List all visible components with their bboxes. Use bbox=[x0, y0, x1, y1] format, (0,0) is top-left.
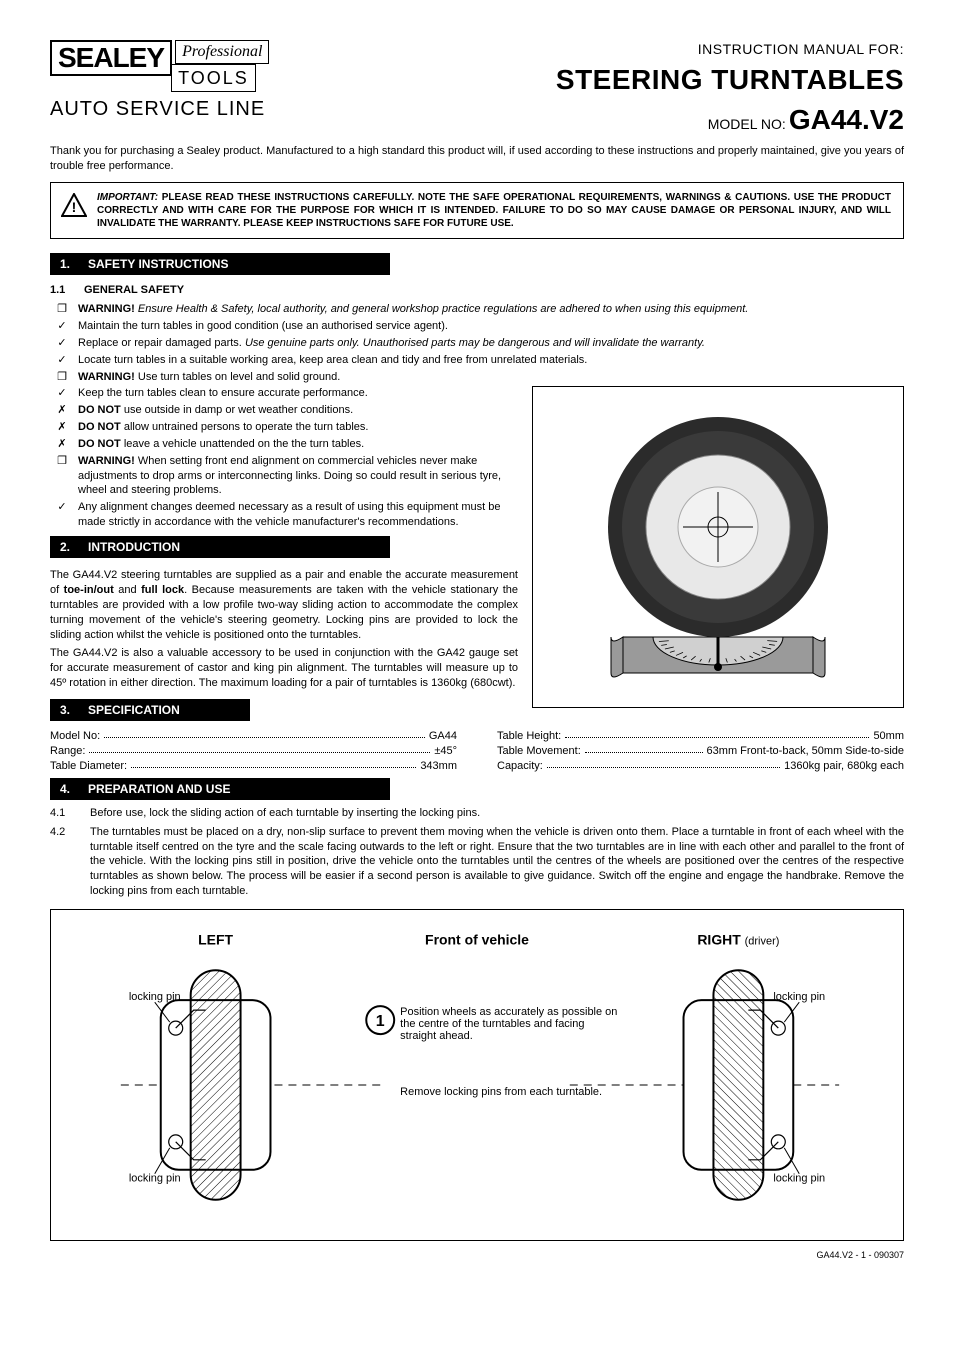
brand-logo: SEALEY Professional TOOLS AUTO SERVICE L… bbox=[50, 40, 269, 123]
brand-tag-pro: Professional bbox=[175, 40, 269, 64]
section-3-bar: 3.SPECIFICATION bbox=[50, 699, 250, 721]
bullet-mark: ✗ bbox=[54, 403, 70, 418]
spec-value: 1360kg pair, 680kg each bbox=[784, 759, 904, 774]
important-text: PLEASE READ THESE INSTRUCTIONS CAREFULLY… bbox=[97, 192, 891, 229]
prep-text: Before use, lock the sliding action of e… bbox=[90, 806, 904, 821]
spec-label: Table Diameter: bbox=[50, 759, 127, 774]
bullet-mark: ✓ bbox=[54, 386, 70, 401]
model-label: MODEL NO: bbox=[708, 116, 786, 132]
svg-text:Front of vehicle: Front of vehicle bbox=[425, 931, 529, 947]
spec-label: Capacity: bbox=[497, 759, 543, 774]
safety-item: ✓Locate turn tables in a suitable workin… bbox=[50, 353, 904, 368]
safety-item: ✗DO NOT leave a vehicle unattended on th… bbox=[50, 437, 518, 452]
section-4-bar: 4.PREPARATION AND USE bbox=[50, 778, 390, 800]
svg-text:locking pin: locking pin bbox=[129, 1173, 181, 1185]
svg-text:locking pin: locking pin bbox=[129, 991, 181, 1003]
spec-row: Capacity: 1360kg pair, 680kg each bbox=[497, 759, 904, 774]
bullet-mark: ✓ bbox=[54, 500, 70, 515]
diagram-instr-1: Position wheels as accurately as possibl… bbox=[400, 1006, 619, 1042]
svg-text:locking pin: locking pin bbox=[773, 991, 825, 1003]
bullet-mark: ❐ bbox=[54, 302, 70, 317]
title-block: INSTRUCTION MANUAL FOR: STEERING TURNTAB… bbox=[269, 40, 904, 138]
diagram-instr-2: Remove locking pins from each turntable. bbox=[400, 1086, 619, 1098]
safety-subhead: 1.1GENERAL SAFETY bbox=[50, 283, 904, 298]
safety-list-top: ❐WARNING! Ensure Health & Safety, local … bbox=[50, 302, 904, 384]
safety-item: ✗DO NOT use outside in damp or wet weath… bbox=[50, 403, 518, 418]
intro-paragraph: Thank you for purchasing a Sealey produc… bbox=[50, 144, 904, 174]
bullet-mark: ✗ bbox=[54, 420, 70, 435]
setup-diagram: 1 LEFT Front of vehicle RIGHT (driver) l… bbox=[50, 909, 904, 1241]
spec-value: 50mm bbox=[873, 729, 904, 744]
bullet-mark: ✓ bbox=[54, 353, 70, 368]
intro-p2: The GA44.V2 is also a valuable accessory… bbox=[50, 646, 518, 691]
product-image-box bbox=[532, 386, 904, 708]
right-turntable-icon bbox=[684, 970, 794, 1199]
prep-item: 4.1Before use, lock the sliding action o… bbox=[50, 806, 904, 821]
title-sup: INSTRUCTION MANUAL FOR: bbox=[269, 40, 904, 59]
safety-item: ✓Keep the turn tables clean to ensure ac… bbox=[50, 386, 518, 401]
brand-subline: AUTO SERVICE LINE bbox=[50, 96, 269, 123]
section-2-bar: 2.INTRODUCTION bbox=[50, 536, 390, 558]
spec-value: 343mm bbox=[420, 759, 457, 774]
safety-item: ❐WARNING! Ensure Health & Safety, local … bbox=[50, 302, 904, 317]
product-image bbox=[533, 387, 903, 707]
spec-value: ±45° bbox=[434, 744, 457, 759]
left-turntable-icon bbox=[161, 970, 271, 1199]
warning-icon: ! bbox=[61, 193, 87, 217]
safety-item: ✓Replace or repair damaged parts. Use ge… bbox=[50, 336, 904, 351]
spec-table: Model No:GA44Range:±45°Table Diameter:34… bbox=[50, 729, 904, 774]
brand-tag-tools: TOOLS bbox=[171, 64, 256, 92]
safety-item: ✓Maintain the turn tables in good condit… bbox=[50, 319, 904, 334]
safety-item: ❐WARNING! When setting front end alignme… bbox=[50, 454, 518, 499]
section-1-bar: 1.SAFETY INSTRUCTIONS bbox=[50, 253, 390, 275]
intro-p1: The GA44.V2 steering turntables are supp… bbox=[50, 568, 518, 642]
svg-text:LEFT: LEFT bbox=[198, 931, 233, 947]
svg-text:RIGHT (driver): RIGHT (driver) bbox=[697, 931, 779, 947]
important-lead: IMPORTANT: bbox=[97, 192, 158, 203]
bullet-mark: ❐ bbox=[54, 454, 70, 469]
safety-list-lower: ✓Keep the turn tables clean to ensure ac… bbox=[50, 386, 518, 530]
spec-value: GA44 bbox=[429, 729, 457, 744]
prep-item: 4.2The turntables must be placed on a dr… bbox=[50, 825, 904, 899]
page-title: STEERING TURNTABLES bbox=[269, 61, 904, 99]
brand-name: SEALEY bbox=[50, 40, 172, 76]
svg-text:!: ! bbox=[72, 199, 77, 215]
prep-number: 4.2 bbox=[50, 825, 90, 899]
spec-label: Range: bbox=[50, 744, 85, 759]
prep-text: The turntables must be placed on a dry, … bbox=[90, 825, 904, 899]
bullet-mark: ✓ bbox=[54, 336, 70, 351]
safety-item: ✓Any alignment changes deemed necessary … bbox=[50, 500, 518, 530]
bullet-mark: ❐ bbox=[54, 370, 70, 385]
important-notice: ! IMPORTANT: PLEASE READ THESE INSTRUCTI… bbox=[50, 182, 904, 239]
header: SEALEY Professional TOOLS AUTO SERVICE L… bbox=[50, 40, 904, 138]
page-footer: GA44.V2 - 1 - 090307 bbox=[50, 1249, 904, 1261]
spec-row: Table Diameter: 343mm bbox=[50, 759, 457, 774]
bullet-mark: ✗ bbox=[54, 437, 70, 452]
spec-label: Table Height: bbox=[497, 729, 561, 744]
step-number: 1 bbox=[376, 1013, 385, 1030]
model-number: GA44.V2 bbox=[789, 104, 904, 135]
svg-text:locking pin: locking pin bbox=[773, 1173, 825, 1185]
preparation-list: 4.1Before use, lock the sliding action o… bbox=[50, 806, 904, 899]
safety-item: ✗DO NOT allow untrained persons to opera… bbox=[50, 420, 518, 435]
prep-number: 4.1 bbox=[50, 806, 90, 821]
safety-item: ❐WARNING! Use turn tables on level and s… bbox=[50, 370, 904, 385]
bullet-mark: ✓ bbox=[54, 319, 70, 334]
